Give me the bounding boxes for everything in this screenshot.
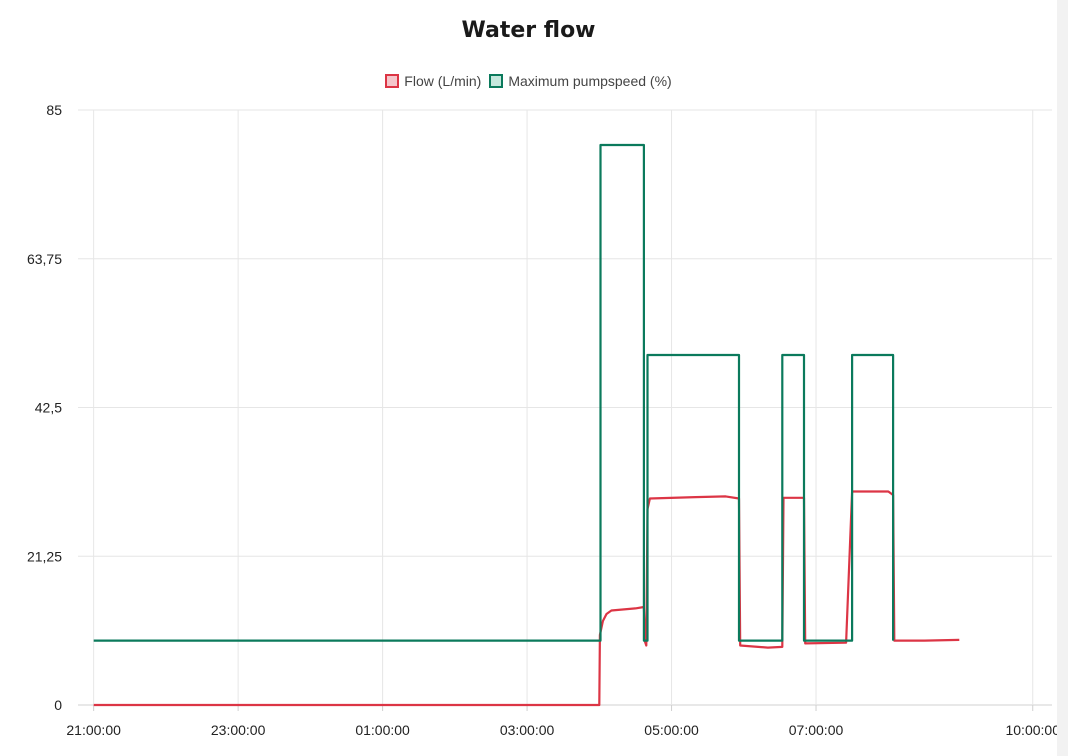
chart-legend: Flow (L/min) Maximum pumpspeed (%) [0,73,1057,89]
legend-item-flow[interactable]: Flow (L/min) [385,73,481,89]
x-tick-label: 10:00:00 [1005,722,1060,738]
legend-label-flow: Flow (L/min) [404,73,482,89]
y-tick-label: 63,75 [27,251,62,267]
chart-title: Water flow [461,18,596,43]
pumpspeed-line [93,143,895,642]
y-tick-label: 0 [54,697,62,713]
flow-line [93,490,960,707]
legend-item-pumpspeed[interactable]: Maximum pumpspeed (%) [489,73,672,89]
x-tick-label: 01:00:00 [355,722,410,738]
y-tick-label: 85 [46,102,62,118]
legend-swatch-flow [385,74,400,88]
x-tick-label: 05:00:00 [644,722,699,738]
x-tick-label: 07:00:00 [789,722,844,738]
scrollbar-strip [1057,0,1068,756]
y-tick-label: 21,25 [27,548,62,564]
y-tick-label: 42,5 [35,400,62,416]
legend-label-pumpspeed: Maximum pumpspeed (%) [508,73,672,89]
legend-swatch-pumpspeed [489,74,504,88]
x-tick-label: 23:00:00 [211,722,266,738]
x-tick-label: 21:00:00 [66,722,121,738]
x-tick-label: 03:00:00 [500,722,555,738]
